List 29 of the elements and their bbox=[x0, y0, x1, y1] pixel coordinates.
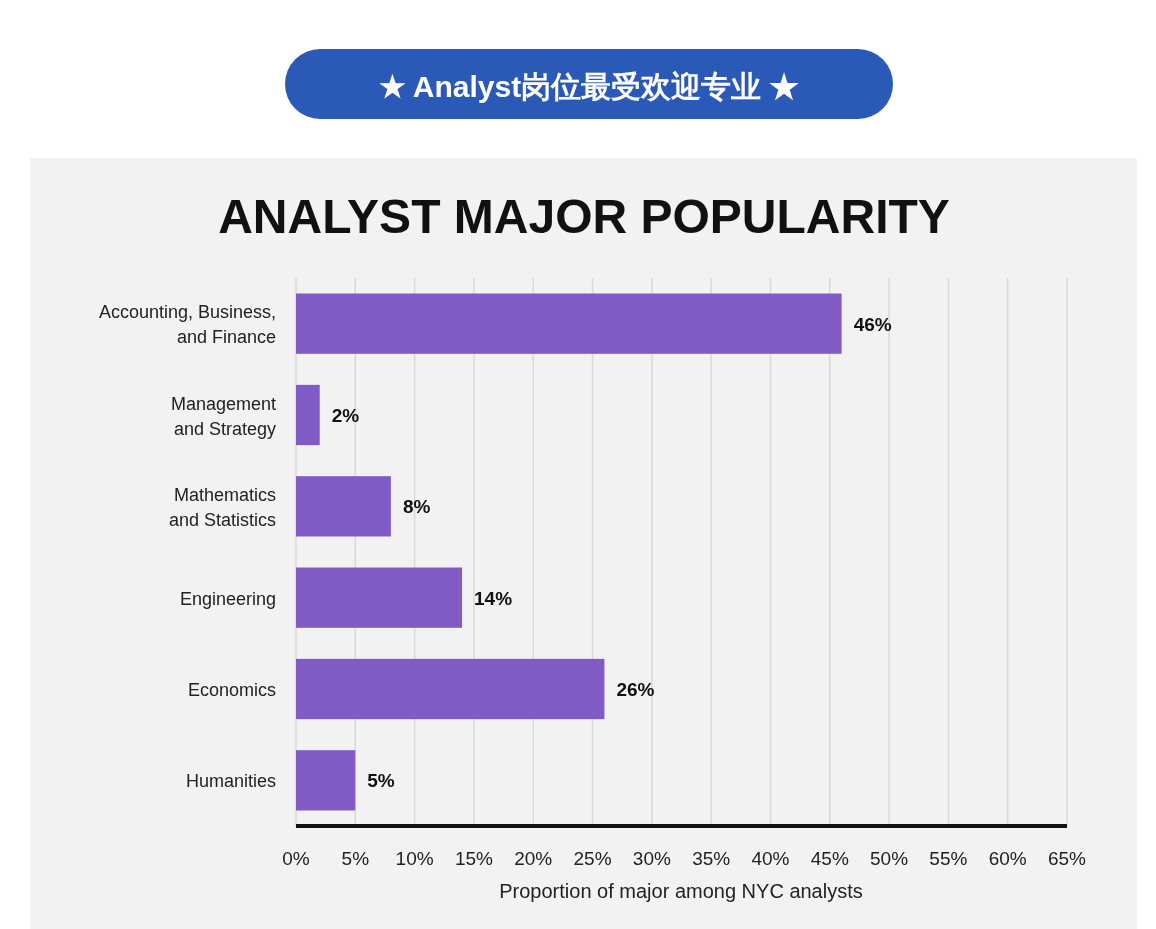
xtick: 15% bbox=[454, 848, 493, 869]
ytick: Management and Strategy bbox=[170, 393, 276, 439]
xtick: 50% bbox=[870, 848, 909, 869]
xtick: 30% bbox=[632, 848, 671, 869]
xtick: 25% bbox=[573, 848, 612, 869]
xlabel: Proportion of major among NYC analysts bbox=[499, 880, 863, 902]
xtick: 35% bbox=[692, 848, 731, 869]
subtitle: ANALYST MAJOR POPULARITY bbox=[218, 190, 950, 243]
xtick: 10% bbox=[395, 848, 434, 869]
ytick: Mathematics and Statistics bbox=[168, 484, 276, 530]
ytick: Accounting, Business, and Finance bbox=[98, 302, 276, 348]
ytick: Humanities bbox=[185, 771, 276, 792]
xtick: 55% bbox=[929, 848, 968, 869]
xtick: 60% bbox=[988, 848, 1027, 869]
xtick: 45% bbox=[810, 848, 849, 869]
xtick: 40% bbox=[751, 848, 790, 869]
title: ★ Analyst岗位最受欢迎专业 ★ bbox=[378, 70, 800, 103]
ytick: Engineering bbox=[179, 588, 276, 609]
data-label: 2% bbox=[331, 405, 360, 426]
data-label: 26% bbox=[616, 679, 655, 700]
data-label: 5% bbox=[367, 770, 395, 792]
xtick: 20% bbox=[514, 848, 553, 869]
xtick: 0% bbox=[282, 848, 310, 869]
data-label: 8% bbox=[402, 496, 431, 518]
data-label: 46% bbox=[853, 313, 892, 335]
xtick: 5% bbox=[341, 848, 370, 869]
xtick: 65% bbox=[1048, 848, 1086, 869]
data-label: 14% bbox=[474, 587, 513, 609]
ytick: Economics bbox=[187, 680, 276, 700]
